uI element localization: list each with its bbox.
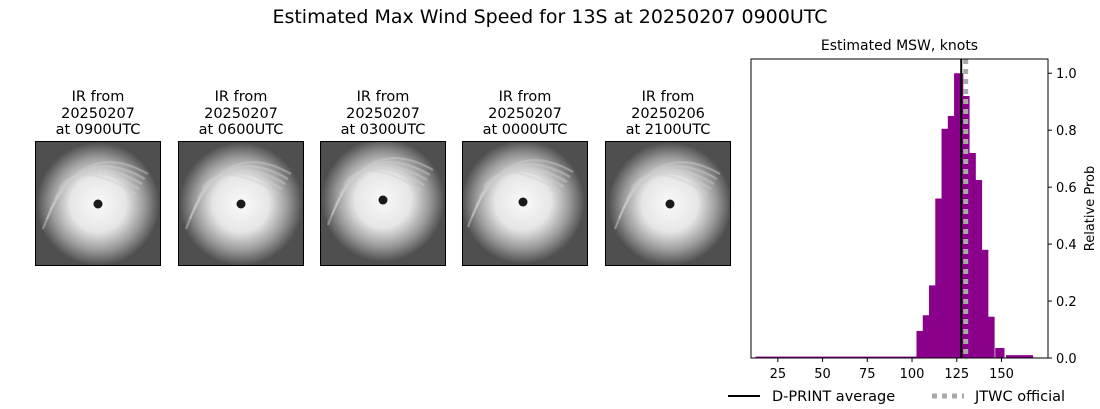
ir-title-line1: IR from	[356, 89, 410, 105]
legend-dprint-label: D-PRINT average	[772, 389, 895, 405]
x-tick-label: 100	[900, 367, 925, 382]
histogram-bar	[818, 356, 828, 358]
y-tick-label: 0.4	[1056, 238, 1077, 253]
plot-frame	[750, 58, 1049, 359]
histogram-bar	[1005, 355, 1016, 358]
ir-panel: IR from 20250206 at 2100UTC	[605, 89, 731, 266]
histogram-bar	[947, 115, 958, 358]
histogram-bar	[755, 356, 765, 358]
histogram-bar	[972, 180, 983, 358]
histogram-bar	[791, 356, 801, 358]
ir-panel-title: IR from 20250206 at 2100UTC	[605, 89, 731, 141]
histogram-bar	[922, 315, 933, 358]
chart-title: Estimated MSW, knots	[821, 38, 978, 54]
ir-panel: IR from 20250207 at 0300UTC	[320, 89, 446, 266]
histogram-bar	[995, 348, 1005, 358]
histogram-bar	[835, 356, 846, 358]
figure-title: Estimated Max Wind Speed for 13S at 2025…	[272, 6, 828, 28]
ir-satellite-image	[605, 141, 731, 266]
histogram-bar	[907, 356, 917, 358]
histogram-bar	[764, 356, 774, 358]
ir-title-date: 20250206	[631, 105, 705, 122]
histogram-bar	[985, 316, 995, 358]
histogram-bar	[1023, 355, 1034, 358]
x-tick-label: 150	[989, 367, 1014, 382]
histogram-bar	[1014, 355, 1025, 358]
y-axis-label: Relative Prob	[1083, 166, 1098, 251]
ir-panel-title: IR from 20250207 at 0900UTC	[35, 89, 161, 141]
ir-panel: IR from 20250207 at 0900UTC	[35, 89, 161, 266]
histogram-bar	[782, 356, 792, 358]
y-tick-label: 0.0	[1056, 352, 1077, 367]
x-tick-label: 75	[859, 367, 876, 382]
ir-title-date: 20250207	[61, 105, 135, 122]
histogram-bar	[898, 356, 908, 358]
histogram-bar	[871, 356, 882, 358]
ir-panel-title: IR from 20250207 at 0600UTC	[178, 89, 304, 141]
ir-title-time: at 0300UTC	[340, 122, 426, 138]
ir-panel: IR from 20250207 at 0000UTC	[462, 89, 588, 266]
histogram-bar	[941, 128, 951, 358]
histogram-bar	[809, 356, 819, 358]
y-tick-label: 0.8	[1056, 124, 1077, 139]
histogram-bar	[773, 356, 783, 358]
ir-title-time: at 0000UTC	[482, 122, 568, 138]
ir-title-line1: IR from	[498, 89, 552, 105]
ir-satellite-image	[462, 141, 588, 266]
ir-title-date: 20250207	[488, 105, 562, 122]
histogram-bar	[935, 198, 945, 358]
histogram-bar	[853, 356, 864, 358]
ir-title-date: 20250207	[204, 105, 278, 122]
histogram-bar	[916, 330, 926, 358]
histogram-bar	[880, 356, 890, 358]
y-tick-label: 0.2	[1056, 295, 1077, 310]
ir-title-line1: IR from	[71, 89, 125, 105]
ir-title-time: at 0900UTC	[55, 122, 141, 138]
y-tick-label: 0.6	[1056, 181, 1077, 196]
ir-satellite-image	[178, 141, 304, 266]
legend-jtwc-label: JTWC official	[974, 389, 1065, 405]
ir-satellite-image	[35, 141, 161, 266]
histogram-bar	[800, 356, 810, 358]
ir-title-line1: IR from	[214, 89, 268, 105]
ir-panel-title: IR from 20250207 at 0000UTC	[462, 89, 588, 141]
histogram-bar	[979, 249, 989, 358]
histogram-bar	[889, 356, 899, 358]
y-tick-label: 1.0	[1056, 67, 1077, 82]
ir-title-time: at 0600UTC	[198, 122, 284, 138]
ir-title-line1: IR from	[641, 89, 695, 105]
x-tick-label: 25	[770, 367, 787, 382]
ir-panel-title: IR from 20250207 at 0300UTC	[320, 89, 446, 141]
x-tick-label: 125	[944, 367, 969, 382]
histogram-bar	[966, 152, 976, 358]
histogram-bar	[827, 356, 837, 358]
histogram-bar	[862, 356, 873, 358]
x-tick-label: 50	[814, 367, 831, 382]
histogram-bar	[844, 356, 855, 358]
ir-title-time: at 2100UTC	[625, 122, 711, 138]
ir-panel: IR from 20250207 at 0600UTC	[178, 89, 304, 266]
histogram-bar	[960, 96, 970, 359]
ir-satellite-image	[320, 141, 446, 266]
ir-title-date: 20250207	[346, 105, 420, 122]
histogram-bar	[954, 73, 964, 358]
histogram-bar	[929, 285, 939, 358]
